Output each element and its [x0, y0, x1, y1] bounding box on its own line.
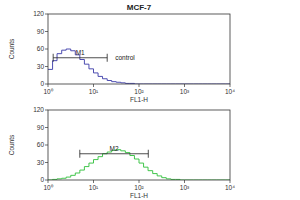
- y-tick: [45, 110, 48, 111]
- x-tick-label: 10⁰: [43, 184, 53, 191]
- x-tick: [93, 180, 94, 183]
- x-tick: [184, 84, 185, 87]
- histogram: [48, 49, 230, 84]
- x-tick: [139, 180, 140, 183]
- histogram-bin: [139, 163, 144, 167]
- y-tick-label: 60: [37, 45, 45, 52]
- histogram-bin: [98, 76, 102, 78]
- y-tick-label: 120: [33, 10, 44, 17]
- y-tick-label: 60: [37, 141, 45, 148]
- x-tick: [48, 180, 49, 183]
- x-tick: [230, 84, 231, 87]
- histogram-bin: [62, 49, 66, 50]
- annotation: control: [115, 54, 135, 61]
- histogram-bin: [121, 151, 126, 153]
- x-tick-label: 10³: [180, 88, 190, 95]
- x-tick-label: 10⁴: [225, 88, 235, 95]
- y-tick: [45, 84, 48, 85]
- y-tick: [45, 66, 48, 67]
- histogram-bin: [84, 163, 89, 167]
- x-tick: [184, 180, 185, 183]
- y-tick: [45, 145, 48, 146]
- y-tick-label: 90: [37, 124, 45, 131]
- panel: MCF-7 0 30 60 90 120 10⁰ 10¹ 10² 10³ 10⁴ FL1-H Count…: [8, 3, 235, 103]
- x-tick: [48, 84, 49, 87]
- histogram-bin: [80, 167, 85, 171]
- gate-label: M2: [110, 145, 119, 152]
- histogram-bin: [71, 51, 76, 55]
- y-axis-label: Counts: [8, 134, 15, 155]
- histogram-bin: [66, 49, 71, 51]
- y-tick-label: 120: [33, 106, 44, 113]
- y-tick: [45, 14, 48, 15]
- x-tick-label: 10⁰: [43, 88, 53, 95]
- plot-frame: [48, 14, 230, 84]
- histogram-bin: [130, 156, 135, 160]
- histogram-bin: [153, 174, 157, 176]
- x-tick: [93, 84, 94, 87]
- y-tick-label: 90: [37, 28, 45, 35]
- histogram: [48, 150, 230, 180]
- y-tick: [45, 162, 48, 163]
- y-tick: [45, 31, 48, 32]
- x-tick: [139, 84, 140, 87]
- y-tick-label: 0: [40, 80, 44, 87]
- y-tick: [45, 180, 48, 181]
- histogram-bin: [144, 167, 148, 171]
- figure: MCF-7 0 30 60 90 120 10⁰ 10¹ 10² 10³ 10⁴ FL1-H Count…: [0, 0, 300, 200]
- x-axis-label: FL1-H: [130, 96, 148, 103]
- histogram-bin: [116, 82, 121, 84]
- histogram-bin: [103, 79, 108, 81]
- histogram-bin: [89, 69, 94, 73]
- histogram-bin: [66, 175, 71, 177]
- histogram-bin: [80, 60, 85, 65]
- histogram-bin: [84, 64, 89, 69]
- histogram-bin: [75, 170, 80, 173]
- histogram-bin: [57, 50, 62, 54]
- x-tick-label: 10²: [134, 88, 144, 95]
- histogram-bin: [48, 61, 53, 70]
- histogram-bin: [162, 178, 167, 179]
- histogram-bin: [112, 81, 117, 83]
- y-tick: [45, 49, 48, 50]
- histogram-bin: [71, 173, 76, 175]
- x-tick-label: 10⁴: [225, 184, 235, 191]
- x-tick-label: 10³: [180, 184, 190, 191]
- y-tick: [45, 127, 48, 128]
- histogram-bin: [89, 160, 94, 164]
- histogram-bin: [57, 178, 62, 180]
- y-tick-label: 30: [37, 63, 45, 70]
- histogram-bin: [62, 177, 66, 178]
- x-tick: [230, 180, 231, 183]
- title: MCF-7: [127, 3, 152, 12]
- gate-label: M1: [76, 49, 85, 56]
- plot-frame: [48, 110, 230, 180]
- histogram-bin: [134, 159, 139, 163]
- x-tick-label: 10¹: [89, 88, 99, 95]
- y-axis-label: Counts: [8, 38, 15, 59]
- histogram-bin: [94, 157, 99, 160]
- panel: 0 30 60 90 120 10⁰ 10¹ 10² 10³ 10⁴ FL1-H Counts M2: [8, 106, 235, 199]
- y-tick-label: 0: [40, 176, 44, 183]
- x-tick-label: 10²: [134, 184, 144, 191]
- x-tick-label: 10¹: [89, 184, 99, 191]
- y-tick-label: 30: [37, 159, 45, 166]
- x-axis-label: FL1-H: [130, 192, 148, 199]
- histogram-bin: [94, 73, 99, 77]
- histogram-bin: [107, 81, 111, 82]
- histogram-bin: [157, 176, 162, 178]
- histogram-bin: [148, 171, 153, 174]
- histogram-bin: [98, 154, 102, 157]
